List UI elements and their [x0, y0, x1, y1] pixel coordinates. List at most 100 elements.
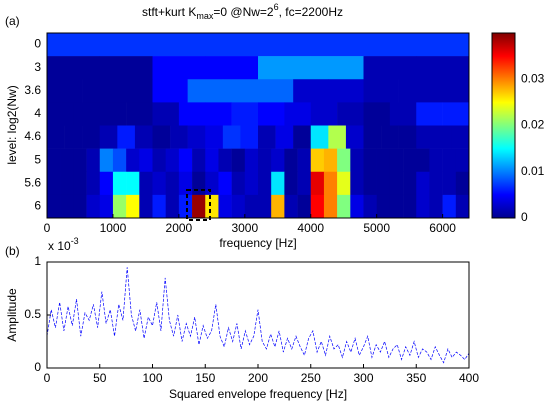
heat-cell	[416, 102, 443, 126]
x-tick-label: 200	[248, 371, 268, 385]
heat-cell	[376, 148, 391, 173]
data-line	[46, 267, 470, 364]
heat-cell	[258, 102, 285, 126]
heat-cell	[99, 125, 118, 149]
heat-cell	[293, 125, 312, 149]
heat-cell	[126, 171, 140, 196]
heat-cell	[244, 194, 259, 219]
x-axis-label: Squared envelope frequency [Hz]	[169, 387, 347, 401]
heat-cell	[244, 171, 259, 196]
heat-cell	[442, 194, 457, 219]
heat-cell	[442, 171, 457, 196]
y-tick-label: 1	[34, 254, 41, 268]
heat-cell	[231, 148, 246, 173]
x-tick-label: 300	[353, 371, 373, 385]
y-axis-label: level: log2(Nw)	[5, 85, 19, 164]
heatmap-panel: 033.644.655.660 1000 2000 3000 4000 5000 60000…	[5, 2, 545, 250]
heat-cell	[47, 102, 74, 126]
heat-cell	[271, 171, 285, 196]
x-tick-label: 1000	[100, 221, 127, 235]
heat-cell	[126, 102, 153, 126]
heat-cell	[416, 194, 430, 219]
heat-cell	[337, 102, 364, 126]
heat-cell	[73, 194, 87, 219]
heat-cell	[139, 171, 153, 196]
colorbar-tick-label: 0.01	[521, 164, 545, 178]
heat-cell	[112, 148, 127, 173]
heat-cell	[82, 125, 101, 149]
colorbar	[491, 32, 516, 219]
heat-cell	[73, 171, 87, 196]
heat-cell	[47, 148, 61, 173]
panel-label: (b)	[5, 244, 20, 258]
x-tick-label: 3000	[231, 221, 258, 235]
heat-cell	[170, 125, 188, 149]
heat-cell	[297, 171, 312, 196]
heat-cell	[152, 148, 166, 173]
heat-cell	[231, 102, 259, 126]
heat-cell	[328, 125, 347, 149]
heat-cell	[152, 102, 180, 126]
x-tick-label: 4000	[297, 221, 324, 235]
heat-cell	[323, 171, 338, 196]
heat-cell	[134, 125, 153, 149]
x-tick-label: 50	[93, 371, 107, 385]
heat-cell	[99, 102, 127, 126]
heat-cell	[376, 171, 391, 196]
heat-cell	[205, 56, 259, 80]
heat-cell	[403, 148, 417, 173]
heat-cell	[222, 79, 259, 103]
heat-cell	[82, 79, 118, 103]
heat-cell	[455, 194, 470, 219]
chart-title-part: , fc=2200Hz	[279, 5, 343, 19]
heat-cell	[403, 194, 417, 219]
heat-cell	[60, 194, 74, 219]
heat-cell	[139, 194, 153, 219]
heat-cell	[218, 171, 232, 196]
y-tick-label: 3	[34, 60, 41, 74]
x-tick-label: 350	[406, 371, 426, 385]
heat-cell	[389, 102, 417, 126]
heat-cell	[416, 125, 435, 149]
heat-cell	[271, 148, 285, 173]
x-axis-label: frequency [Hz]	[219, 236, 296, 250]
heat-cell	[416, 171, 430, 196]
x-tick-label: 5000	[363, 221, 390, 235]
heat-cell	[442, 102, 470, 126]
heat-cell	[73, 148, 87, 173]
chart-title: stft+kurt Kmax=0 @Nw=26, fc=2200Hz	[142, 2, 343, 21]
heat-cell	[433, 79, 470, 103]
x-tick-label: 400	[459, 371, 479, 385]
axis-multiplier: x 10-3	[48, 236, 79, 253]
heat-cell	[86, 148, 101, 173]
x-tick-label: 0	[44, 221, 51, 235]
y-tick-label: 4.6	[24, 129, 41, 143]
heat-cell	[337, 171, 351, 196]
heat-cell	[205, 102, 232, 126]
heat-cell	[178, 194, 193, 219]
heat-cell	[284, 171, 298, 196]
heat-cell	[152, 56, 206, 80]
x-tick-label: 150	[195, 371, 215, 385]
heat-cell	[244, 148, 259, 173]
heat-cell	[271, 194, 285, 219]
heat-cell	[187, 125, 206, 149]
colorbar-tick-label: 0	[521, 210, 528, 224]
heat-cell	[345, 125, 364, 149]
x-tick-label: 0	[44, 371, 51, 385]
heat-cell	[99, 56, 153, 80]
heat-cell	[192, 148, 206, 173]
heat-cell	[47, 194, 61, 219]
heat-cell	[231, 171, 246, 196]
heat-cell	[192, 194, 206, 219]
heat-cell	[126, 148, 140, 173]
heat-cell	[416, 148, 430, 173]
heat-cell	[398, 125, 417, 149]
heat-cell	[47, 125, 65, 149]
heat-cell	[442, 148, 457, 173]
heat-cell	[350, 171, 364, 196]
heat-cell	[178, 171, 193, 196]
heat-cell	[310, 56, 364, 80]
heat-cell	[64, 125, 83, 149]
